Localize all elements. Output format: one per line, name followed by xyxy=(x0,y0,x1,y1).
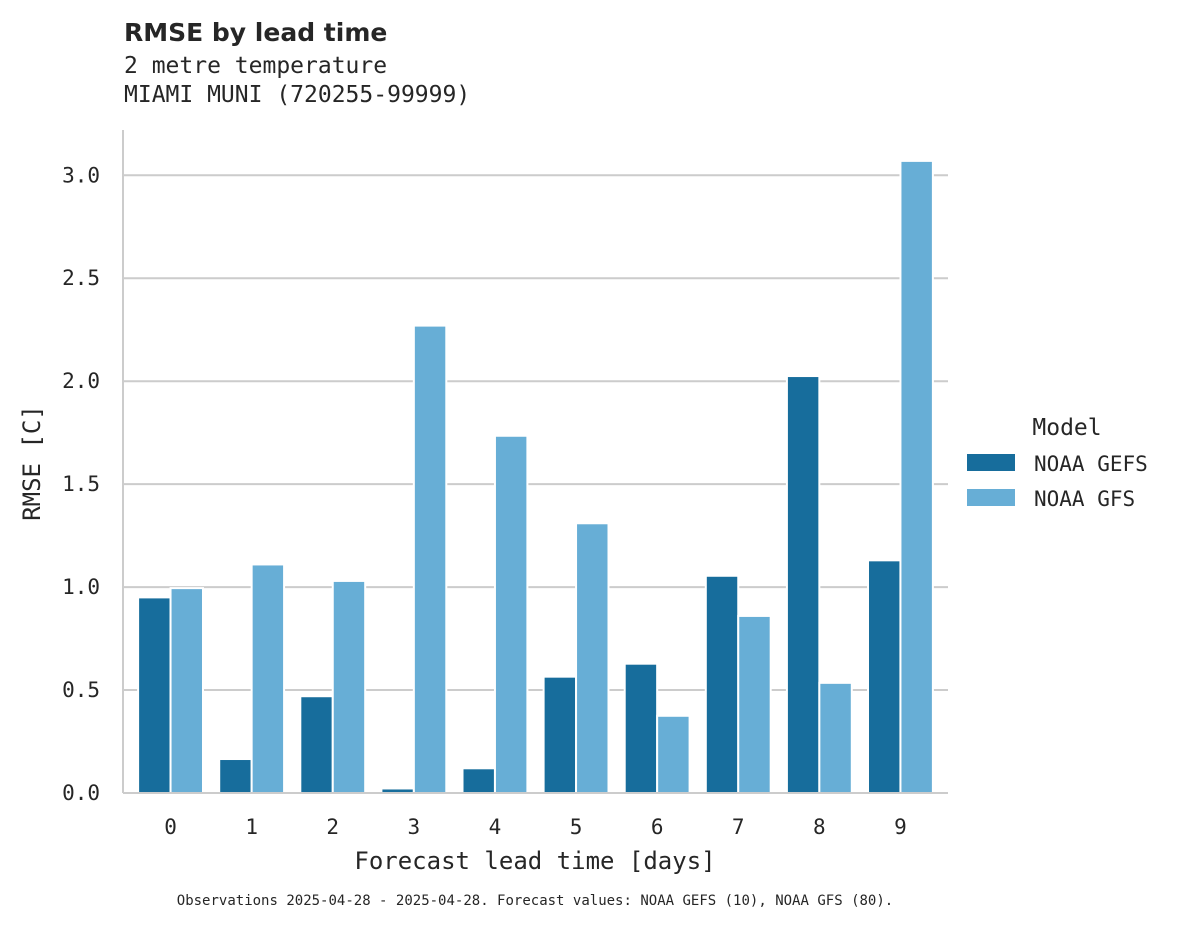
legend-label-noaa-gefs: NOAA GEFS xyxy=(1034,452,1148,476)
bar-noaa-gefs-day-0 xyxy=(137,596,172,794)
legend: Model NOAA GEFS NOAA GFS xyxy=(967,415,1148,511)
x-tick-label: 8 xyxy=(813,815,826,839)
bar-noaa-gfs-day-3 xyxy=(412,324,448,794)
y-axis-label: RMSE [C] xyxy=(18,405,46,521)
legend-label-noaa-gfs: NOAA GFS xyxy=(1034,487,1135,511)
bar-noaa-gfs-day-9 xyxy=(899,159,934,795)
bar-noaa-gfs-day-4 xyxy=(493,434,529,794)
y-tick-label: 1.0 xyxy=(62,575,100,599)
bars xyxy=(137,159,934,795)
y-tick-label: 0.0 xyxy=(62,781,100,805)
bar-noaa-gefs-day-7 xyxy=(704,574,740,794)
chart-subtitle-station: MIAMI MUNI (720255-99999) xyxy=(124,82,470,108)
bar-noaa-gefs-day-6 xyxy=(623,662,659,794)
y-tick-label: 3.0 xyxy=(62,163,100,187)
x-tick-label: 5 xyxy=(570,815,583,839)
bar-noaa-gefs-day-1 xyxy=(218,758,253,794)
bar-noaa-gfs-day-7 xyxy=(737,614,772,795)
legend-swatch-noaa-gfs xyxy=(967,489,1015,506)
x-tick-label: 7 xyxy=(732,815,745,839)
bar-noaa-gefs-day-8 xyxy=(785,375,821,794)
x-tick-label: 6 xyxy=(651,815,664,839)
bar-noaa-gfs-day-0 xyxy=(169,587,204,795)
chart-title: RMSE by lead time xyxy=(124,18,387,47)
y-tick-label: 0.5 xyxy=(62,678,100,702)
bar-noaa-gfs-day-2 xyxy=(331,579,367,794)
legend-swatch-noaa-gefs xyxy=(967,454,1015,471)
chart-subtitle-variable: 2 metre temperature xyxy=(124,53,387,79)
y-tick-label: 2.5 xyxy=(62,266,100,290)
x-tick-label: 3 xyxy=(408,815,421,839)
legend-title: Model xyxy=(1032,415,1101,441)
y-tick-label: 2.0 xyxy=(62,369,100,393)
y-gridlines xyxy=(123,174,948,692)
x-tick-label: 1 xyxy=(245,815,258,839)
x-tick-label: 4 xyxy=(489,815,502,839)
x-axis-label: Forecast lead time [days] xyxy=(354,847,715,875)
bar-noaa-gfs-day-6 xyxy=(656,714,691,795)
y-tick-label: 1.5 xyxy=(62,472,100,496)
bar-noaa-gefs-day-9 xyxy=(867,559,902,794)
bar-noaa-gfs-day-1 xyxy=(250,563,286,794)
x-tick-label: 9 xyxy=(894,815,907,839)
y-tick-labels: 0.0 0.5 1.0 1.5 2.0 2.5 3.0 xyxy=(62,163,100,805)
footnote: Observations 2025-04-28 - 2025-04-28. Fo… xyxy=(177,893,893,909)
x-tick-label: 0 xyxy=(164,815,177,839)
bar-noaa-gfs-day-5 xyxy=(575,522,610,795)
x-tick-label: 2 xyxy=(326,815,339,839)
bar-noaa-gefs-day-2 xyxy=(299,695,334,794)
bar-noaa-gfs-day-8 xyxy=(818,681,853,794)
x-tick-labels: 0 1 2 3 4 5 6 7 8 9 xyxy=(164,815,907,839)
bar-noaa-gefs-day-4 xyxy=(461,767,496,795)
bar-noaa-gefs-day-5 xyxy=(542,675,578,794)
